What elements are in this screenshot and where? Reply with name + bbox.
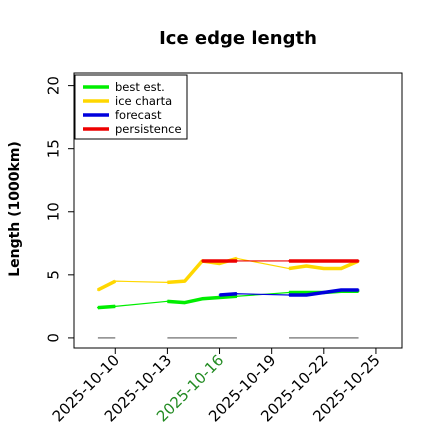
data-point xyxy=(340,260,343,262)
data-point xyxy=(288,267,290,270)
data-point xyxy=(305,291,308,294)
chart-title: Ice edge length xyxy=(159,28,317,49)
data-point xyxy=(114,280,117,283)
data-point xyxy=(218,294,221,296)
series-segment-0 xyxy=(97,304,116,310)
data-point xyxy=(166,300,169,303)
y-tick-label: 0 xyxy=(44,333,62,343)
series-segment-0 xyxy=(219,292,238,297)
series-line-thin xyxy=(97,257,359,291)
data-point xyxy=(96,289,99,291)
y-tick-label: 15 xyxy=(44,139,62,158)
y-tick-label: 10 xyxy=(44,202,62,221)
data-point xyxy=(183,280,186,283)
series-persistence xyxy=(201,259,360,263)
plot-area xyxy=(96,256,360,339)
data-point xyxy=(236,295,238,298)
data-point xyxy=(340,267,343,270)
data-point xyxy=(340,289,343,291)
series-forecast xyxy=(218,288,360,297)
data-point xyxy=(305,294,308,296)
legend-label: forecast xyxy=(115,108,162,122)
data-point xyxy=(357,289,360,291)
y-tick-label: 5 xyxy=(44,270,62,280)
legend-label: ice charta xyxy=(115,94,172,108)
data-point xyxy=(201,297,204,300)
y-axis: 0 5 10 15 20 xyxy=(44,76,74,343)
series-segment-0 xyxy=(97,279,117,292)
data-point xyxy=(288,260,290,262)
data-point xyxy=(236,257,238,260)
data-point xyxy=(201,260,204,262)
data-point xyxy=(322,260,325,262)
data-point xyxy=(357,260,360,262)
data-point xyxy=(218,260,221,262)
data-point xyxy=(322,291,325,294)
data-point xyxy=(183,301,186,304)
data-point xyxy=(236,292,238,295)
data-point xyxy=(236,260,238,262)
data-point xyxy=(218,262,221,265)
data-point xyxy=(288,291,290,294)
plot-frame xyxy=(73,72,403,349)
legend-label: persistence xyxy=(115,122,182,136)
data-point xyxy=(322,267,325,270)
data-point xyxy=(96,306,99,309)
data-point xyxy=(114,305,117,308)
data-point xyxy=(305,260,308,262)
data-point xyxy=(288,294,290,296)
data-point xyxy=(166,281,169,284)
x-axis: 2025-10-102025-10-132025-10-162025-10-19… xyxy=(49,348,384,425)
data-point xyxy=(305,265,308,267)
y-axis-label: Length (1000km) xyxy=(7,141,23,277)
data-point xyxy=(218,296,221,299)
legend-label: best est. xyxy=(115,80,165,94)
y-tick-label: 20 xyxy=(44,76,62,95)
